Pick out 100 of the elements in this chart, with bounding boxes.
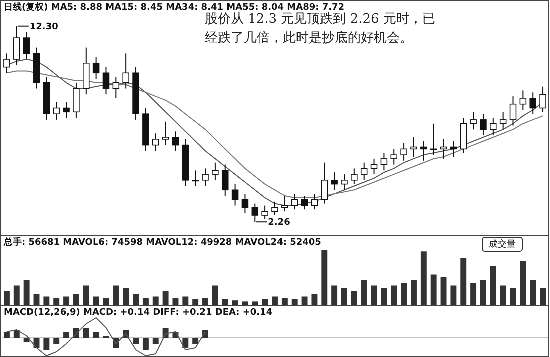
candlestick [102,66,110,96]
candlestick [63,102,70,118]
candlestick [440,138,448,160]
bar [361,280,368,305]
candlestick [172,131,180,152]
candlestick [222,164,229,196]
candlestick [490,118,497,136]
bar [222,300,228,305]
bar [490,266,496,305]
bar [242,302,248,305]
bar [381,288,388,305]
candlestick [92,57,100,80]
bar [332,286,338,305]
candlestick [122,53,130,90]
bar [172,298,179,305]
bar [182,296,189,305]
chart-title: 日线(复权) MA5: 8.88 MA15: 8.45 MA34: 8.41 MA55: 8.04 MA89: 7.72 [4,2,345,13]
bar [162,291,169,305]
candlestick [272,201,278,216]
bar [64,332,70,338]
annotation: 成交量 [482,237,523,252]
bar [123,288,130,305]
candlestick [212,162,219,181]
bar [420,252,427,305]
bar [4,291,10,305]
bar [520,261,526,305]
candlestick [510,96,517,126]
bar [142,298,149,305]
bar [4,332,10,338]
candlestick [351,168,358,185]
candlestick [53,102,60,120]
candlestick [4,53,10,74]
candlestick [410,137,418,158]
bar [83,328,90,338]
bar [411,280,417,305]
bar [391,286,398,305]
bar [540,288,546,305]
candlestick [112,76,120,99]
bar [371,286,378,305]
annotation: 2.26 [268,218,290,228]
bar [133,338,139,344]
bar [282,298,288,305]
candlestick [430,123,438,156]
candlestick [262,205,268,220]
candlestick [470,112,477,130]
candlestick [400,142,408,162]
candlestick [480,114,487,136]
bar [54,298,60,305]
candlestick [152,133,160,152]
annotation: 12.30 [30,22,58,32]
bar [430,274,437,305]
candlestick [202,168,209,187]
bar [262,300,268,305]
bar [152,338,159,344]
bar [113,286,120,305]
bar [530,280,536,305]
bar [133,294,139,305]
bar [83,286,90,305]
bar [351,291,358,305]
bar [312,294,318,305]
bar [232,300,238,305]
bar [192,300,199,305]
candlestick [360,162,368,181]
candlestick [390,148,398,166]
bar [182,338,189,348]
candlestick [520,90,527,111]
bar [192,338,199,344]
candlestick [450,140,458,158]
bar [510,288,516,305]
bar [93,332,100,338]
bar [103,298,110,305]
chart-title: 总手: 56681 MAVOL6: 74598 MAVOL12: 49928 MAVOL24: 52405 [3,237,322,248]
bar [152,296,159,305]
candlestick [370,158,378,176]
bar [450,286,457,305]
candlestick [162,121,170,146]
bar [401,283,408,305]
bar [500,286,506,305]
candlestick [301,196,308,210]
bar [73,294,80,305]
candlestick [540,86,546,113]
bar [440,278,447,305]
bar [460,258,467,305]
bar [480,280,486,305]
bar [342,288,348,305]
bar [202,298,208,305]
candlestick [23,32,30,60]
candlestick [341,174,348,191]
bar [34,294,40,305]
bar [24,338,30,342]
candlestick [282,196,288,212]
candlestick [242,194,249,214]
bar [44,296,50,305]
bar [14,286,20,305]
bar [44,338,50,350]
candlestick [311,194,318,210]
candlestick [380,152,388,172]
candlestick [73,82,80,118]
candlestick [232,184,239,206]
candlestick [500,112,507,130]
